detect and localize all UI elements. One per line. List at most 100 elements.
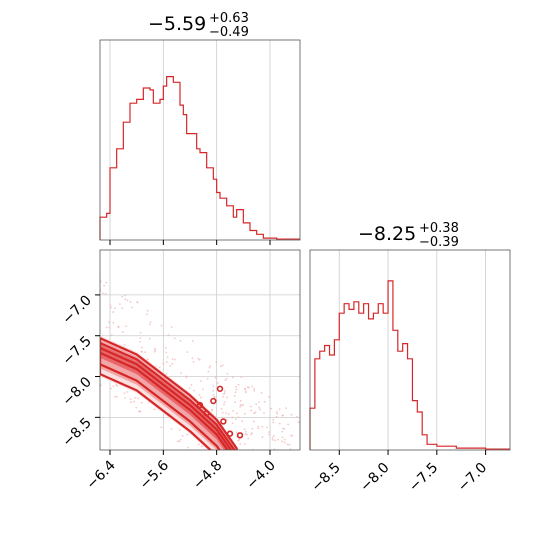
scatter-point [241, 460, 243, 462]
scatter-point [208, 366, 211, 369]
scatter-point [298, 507, 300, 509]
scatter-point [222, 392, 225, 395]
scatter-point [198, 358, 201, 361]
scatter-point [200, 380, 202, 382]
scatter-point [235, 431, 238, 434]
scatter-point [290, 462, 292, 464]
scatter-point [169, 365, 172, 368]
scatter-point [270, 407, 273, 410]
scatter-point [243, 428, 246, 431]
density-inner-fill [100, 344, 234, 450]
scatter-point [233, 395, 236, 397]
scatter-point [298, 527, 300, 529]
scatter-point [237, 416, 240, 419]
scatter-point [220, 407, 223, 410]
scatter-point [285, 520, 287, 522]
scatter-point [167, 334, 170, 336]
scatter-point [258, 401, 260, 403]
scatter-point [280, 465, 282, 467]
panel-frame [309, 249, 511, 451]
scatter-point [253, 420, 255, 423]
scatter-point [239, 443, 241, 445]
scatter-point [266, 426, 268, 429]
scatter-point [247, 437, 250, 440]
scatter-point [253, 389, 256, 392]
scatter-point [298, 506, 300, 508]
scatter-point [170, 326, 173, 328]
scatter-point [281, 430, 284, 433]
x-tick-label: −8.0 [357, 460, 392, 495]
scatter-point [224, 390, 226, 392]
scatter-point [186, 351, 189, 353]
scatter-point [291, 434, 294, 437]
hist-panel-2: −8.5 −8.0 −7.5 −7.0 [308, 249, 511, 495]
scatter-point [273, 434, 275, 437]
scatter-point [192, 453, 194, 455]
scatter-content [100, 279, 300, 529]
scatter-point [263, 400, 266, 403]
scatter-point [272, 421, 275, 424]
scatter-point [238, 438, 241, 441]
scatter-point [186, 446, 189, 449]
x-tick-label: −5.6 [137, 457, 172, 492]
scatter-point [112, 385, 115, 388]
scatter-point [250, 409, 252, 412]
scatter-point [200, 445, 203, 448]
scatter-point [193, 389, 195, 392]
scatter-point [298, 522, 300, 524]
scatter-point [191, 340, 194, 343]
scatter-point [231, 470, 233, 472]
scatter-point [242, 452, 244, 454]
scatter-point [281, 512, 283, 514]
scatter-point [282, 427, 285, 430]
scatter-point [266, 505, 268, 507]
scatter-point [259, 490, 261, 492]
scatter-point [276, 487, 278, 489]
scatter-point [277, 438, 279, 441]
scatter-point [185, 375, 188, 378]
scatter-point [274, 439, 276, 442]
scatter-point [271, 489, 273, 491]
scatter-point [185, 376, 188, 379]
scatter-point [250, 433, 252, 436]
x-tick-label: −4.0 [243, 458, 278, 493]
title-p1: −5.59 +0.63 −0.49 [148, 11, 249, 40]
scatter-point [260, 491, 262, 493]
scatter-point [153, 408, 156, 411]
scatter-point [124, 397, 126, 399]
contour-island [203, 410, 210, 417]
scatter-point [237, 383, 240, 386]
scatter-point [225, 412, 227, 415]
scatter-point [257, 425, 260, 428]
scatter-point [239, 399, 242, 402]
scatter-point [188, 387, 191, 390]
scatter-point [296, 475, 298, 477]
scatter-point [108, 321, 110, 323]
title-p2: −8.25 +0.38 −0.39 [358, 221, 459, 250]
scatter-point [244, 390, 247, 393]
scatter-point [148, 323, 151, 326]
scatter-point [243, 473, 245, 475]
x-tick-label: −7.5 [406, 460, 441, 495]
scatter-point [298, 469, 300, 471]
scatter-panel: −6.4 −5.6 −4.8 −4.0 −7.0 −7.5 −8.0 −8.5 [59, 249, 301, 529]
scatter-point [283, 427, 286, 430]
scatter-point [123, 392, 126, 395]
scatter-point [171, 358, 174, 360]
scatter-point [224, 475, 226, 477]
scatter-point [282, 414, 284, 417]
x-tick-label: −6.4 [83, 457, 118, 492]
scatter-point [293, 510, 295, 512]
scatter-point [124, 298, 127, 301]
scatter-point [290, 494, 292, 496]
scatter-point [294, 493, 296, 495]
scatter-point [240, 376, 243, 379]
scatter-point [100, 384, 102, 387]
scatter-point [293, 494, 295, 496]
scatter-point [148, 337, 151, 340]
scatter-point [260, 391, 263, 394]
scatter-point [278, 422, 281, 425]
scatter-point [199, 396, 202, 399]
scatter-point [131, 306, 133, 309]
scatter-point [246, 433, 248, 436]
